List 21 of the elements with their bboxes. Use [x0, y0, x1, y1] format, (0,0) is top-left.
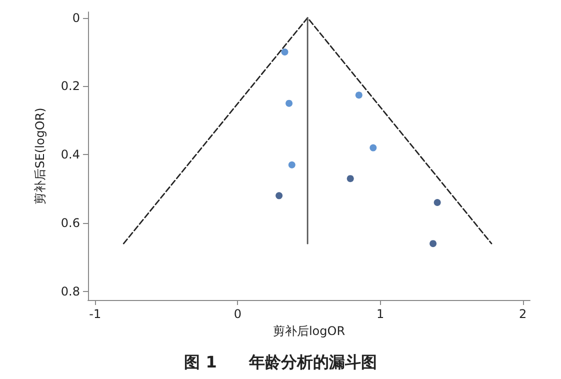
y-tick-label: 0.2: [60, 79, 80, 94]
y-tick-label: 0.4: [60, 148, 80, 162]
y-axis-title: 剪补后SE(logOR): [33, 108, 47, 204]
point: [281, 48, 288, 56]
text: 图 1 年龄分析的漏斗图: [184, 352, 377, 372]
point: [434, 199, 441, 206]
point: [288, 161, 296, 168]
point: [430, 240, 437, 248]
point: [276, 192, 283, 200]
x-tick-label: 0: [234, 307, 242, 321]
x-axis-title: 剪补后logOR: [272, 324, 346, 338]
point: [370, 144, 377, 152]
point: [355, 92, 362, 99]
point: [346, 175, 354, 182]
y-tick-label: 0.8: [60, 284, 80, 298]
point: [286, 100, 293, 107]
x-tick-label: 2: [519, 307, 527, 321]
x-tick-label: -1: [89, 307, 102, 321]
y-tick-label: 0: [72, 10, 80, 25]
x-tick-label: 1: [376, 307, 384, 321]
y-tick-label: 0.6: [60, 216, 80, 230]
